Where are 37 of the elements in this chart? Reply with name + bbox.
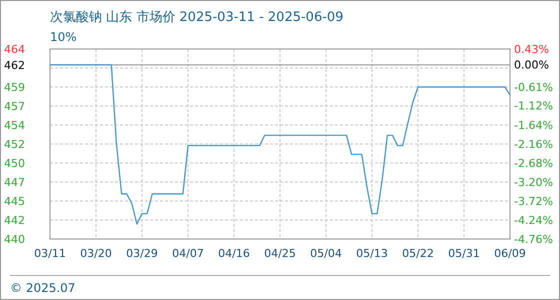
y2-tick-label: 0.43% bbox=[514, 43, 549, 56]
y2-tick-label: -0.61% bbox=[514, 81, 553, 94]
y-tick-label: 450 bbox=[4, 157, 25, 170]
line-series bbox=[49, 64, 511, 225]
y-tick-label: 452 bbox=[4, 138, 25, 151]
x-tick-label: 03/29 bbox=[126, 247, 158, 260]
x-tick-label: 04/16 bbox=[218, 247, 250, 260]
y-tick-label: 440 bbox=[4, 233, 25, 246]
y2-tick-label: -3.20% bbox=[514, 176, 553, 189]
y-tick-label: 442 bbox=[4, 214, 25, 227]
x-tick-label: 05/13 bbox=[356, 247, 388, 260]
chart-title: 次氯酸钠 山东 市场价 2025-03-11 - 2025-06-09 bbox=[50, 10, 344, 25]
x-tick-label: 06/09 bbox=[494, 247, 526, 260]
y2-tick-label: -1.12% bbox=[514, 100, 553, 113]
y-tick-label: 464 bbox=[4, 43, 25, 56]
x-tick-label: 05/04 bbox=[310, 247, 342, 260]
text: © 2025.07 bbox=[10, 281, 76, 295]
chart-subtitle: 10% bbox=[50, 30, 77, 44]
y-tick-label: 459 bbox=[4, 81, 25, 94]
y2-tick-label: -4.24% bbox=[514, 214, 553, 227]
y2-tick-label: 0.00% bbox=[514, 58, 549, 72]
y-tick-label: 447 bbox=[4, 176, 25, 189]
x-tick-label: 04/07 bbox=[172, 247, 204, 260]
x-tick-label: 05/22 bbox=[402, 247, 434, 260]
y-tick-label: 457 bbox=[4, 100, 25, 113]
x-tick-label: 04/25 bbox=[264, 247, 296, 260]
y-tick-label: 462 bbox=[4, 58, 25, 72]
y2-tick-label: -1.64% bbox=[514, 118, 553, 132]
x-tick-label: 03/20 bbox=[80, 247, 112, 260]
y-tick-label: 454 bbox=[4, 119, 25, 132]
y2-tick-label: -4.76% bbox=[514, 233, 553, 246]
y2-tick-label: -3.72% bbox=[514, 194, 553, 208]
y2-tick-label: -2.68% bbox=[514, 156, 553, 170]
y2-tick-label: -2.16% bbox=[514, 138, 553, 151]
y-tick-label: 445 bbox=[4, 195, 25, 208]
x-tick-label: 05/31 bbox=[448, 247, 480, 260]
x-tick-label: 03/11 bbox=[34, 247, 66, 260]
